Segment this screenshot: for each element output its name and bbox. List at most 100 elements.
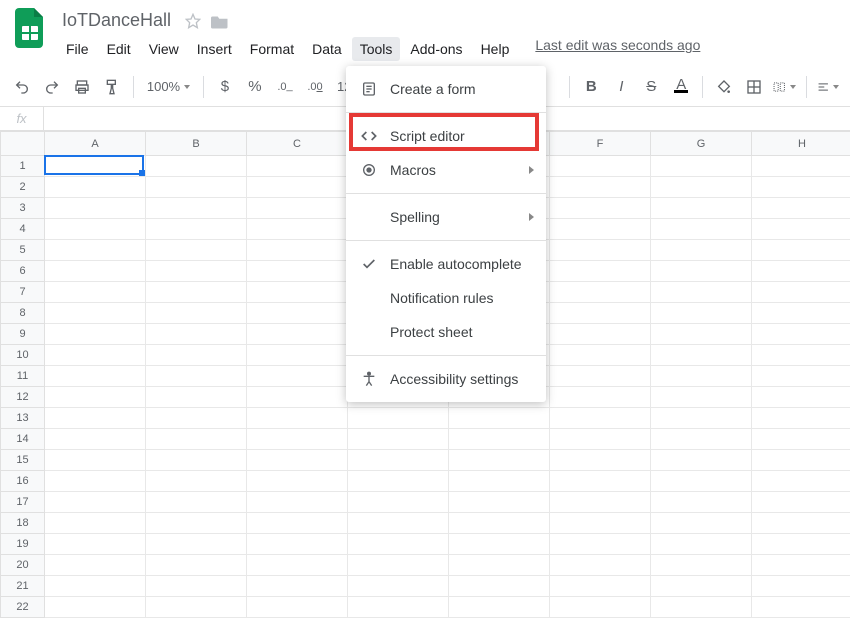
menu-file[interactable]: File xyxy=(58,37,97,61)
row-header-9[interactable]: 9 xyxy=(1,324,45,345)
cell-E22[interactable] xyxy=(449,597,550,618)
cell-C5[interactable] xyxy=(247,240,348,261)
cell-E21[interactable] xyxy=(449,576,550,597)
col-header-G[interactable]: G xyxy=(651,132,752,156)
cell-A2[interactable] xyxy=(45,177,146,198)
cell-G5[interactable] xyxy=(651,240,752,261)
cell-C7[interactable] xyxy=(247,282,348,303)
cell-G17[interactable] xyxy=(651,492,752,513)
row-header-14[interactable]: 14 xyxy=(1,429,45,450)
menu-add-ons[interactable]: Add-ons xyxy=(402,37,470,61)
undo-button[interactable] xyxy=(8,73,36,101)
row-header-3[interactable]: 3 xyxy=(1,198,45,219)
cell-G19[interactable] xyxy=(651,534,752,555)
cell-H9[interactable] xyxy=(752,324,850,345)
menu-format[interactable]: Format xyxy=(242,37,302,61)
cell-H8[interactable] xyxy=(752,303,850,324)
cell-A20[interactable] xyxy=(45,555,146,576)
italic-button[interactable]: I xyxy=(607,73,635,101)
cell-C9[interactable] xyxy=(247,324,348,345)
cell-F19[interactable] xyxy=(550,534,651,555)
cell-F7[interactable] xyxy=(550,282,651,303)
cell-B9[interactable] xyxy=(146,324,247,345)
folder-icon[interactable] xyxy=(211,13,229,29)
cell-D13[interactable] xyxy=(348,408,449,429)
cell-H3[interactable] xyxy=(752,198,850,219)
cell-B19[interactable] xyxy=(146,534,247,555)
currency-button[interactable]: $ xyxy=(211,73,239,101)
col-header-F[interactable]: F xyxy=(550,132,651,156)
cell-A8[interactable] xyxy=(45,303,146,324)
cell-C18[interactable] xyxy=(247,513,348,534)
doc-title[interactable]: IoTDanceHall xyxy=(58,8,175,33)
cell-B10[interactable] xyxy=(146,345,247,366)
row-header-5[interactable]: 5 xyxy=(1,240,45,261)
cell-F14[interactable] xyxy=(550,429,651,450)
cell-D14[interactable] xyxy=(348,429,449,450)
cell-C4[interactable] xyxy=(247,219,348,240)
cell-D20[interactable] xyxy=(348,555,449,576)
cell-G21[interactable] xyxy=(651,576,752,597)
percent-button[interactable]: % xyxy=(241,73,269,101)
redo-button[interactable] xyxy=(38,73,66,101)
cell-B22[interactable] xyxy=(146,597,247,618)
row-header-19[interactable]: 19 xyxy=(1,534,45,555)
cell-A17[interactable] xyxy=(45,492,146,513)
cell-F3[interactable] xyxy=(550,198,651,219)
row-header-7[interactable]: 7 xyxy=(1,282,45,303)
cell-B16[interactable] xyxy=(146,471,247,492)
cell-B17[interactable] xyxy=(146,492,247,513)
cell-H7[interactable] xyxy=(752,282,850,303)
borders-button[interactable] xyxy=(740,73,768,101)
row-header-21[interactable]: 21 xyxy=(1,576,45,597)
row-header-12[interactable]: 12 xyxy=(1,387,45,408)
cell-B21[interactable] xyxy=(146,576,247,597)
cell-A12[interactable] xyxy=(45,387,146,408)
cell-A7[interactable] xyxy=(45,282,146,303)
cell-D22[interactable] xyxy=(348,597,449,618)
dec-decimal-button[interactable]: .0_ xyxy=(271,73,299,101)
cell-G11[interactable] xyxy=(651,366,752,387)
text-color-button[interactable]: A xyxy=(667,73,695,101)
select-all-corner[interactable] xyxy=(1,132,45,156)
cell-F22[interactable] xyxy=(550,597,651,618)
cell-H18[interactable] xyxy=(752,513,850,534)
cell-H16[interactable] xyxy=(752,471,850,492)
cell-H6[interactable] xyxy=(752,261,850,282)
cell-A15[interactable] xyxy=(45,450,146,471)
cell-C11[interactable] xyxy=(247,366,348,387)
cell-D15[interactable] xyxy=(348,450,449,471)
menu-protect-sheet[interactable]: Protect sheet xyxy=(346,315,546,349)
cell-H4[interactable] xyxy=(752,219,850,240)
cell-C8[interactable] xyxy=(247,303,348,324)
row-header-8[interactable]: 8 xyxy=(1,303,45,324)
cell-G7[interactable] xyxy=(651,282,752,303)
cell-H13[interactable] xyxy=(752,408,850,429)
cell-F5[interactable] xyxy=(550,240,651,261)
cell-E15[interactable] xyxy=(449,450,550,471)
cell-B15[interactable] xyxy=(146,450,247,471)
cell-B1[interactable] xyxy=(146,156,247,177)
cell-E17[interactable] xyxy=(449,492,550,513)
cell-A19[interactable] xyxy=(45,534,146,555)
cell-H17[interactable] xyxy=(752,492,850,513)
menu-notification-rules[interactable]: Notification rules xyxy=(346,281,546,315)
star-icon[interactable] xyxy=(185,13,201,29)
row-header-15[interactable]: 15 xyxy=(1,450,45,471)
col-header-H[interactable]: H xyxy=(752,132,850,156)
cell-H14[interactable] xyxy=(752,429,850,450)
cell-C13[interactable] xyxy=(247,408,348,429)
cell-F13[interactable] xyxy=(550,408,651,429)
row-header-17[interactable]: 17 xyxy=(1,492,45,513)
cell-A4[interactable] xyxy=(45,219,146,240)
cell-F8[interactable] xyxy=(550,303,651,324)
cell-H12[interactable] xyxy=(752,387,850,408)
cell-C10[interactable] xyxy=(247,345,348,366)
cell-B13[interactable] xyxy=(146,408,247,429)
cell-B18[interactable] xyxy=(146,513,247,534)
cell-A10[interactable] xyxy=(45,345,146,366)
cell-F11[interactable] xyxy=(550,366,651,387)
cell-D17[interactable] xyxy=(348,492,449,513)
cell-A5[interactable] xyxy=(45,240,146,261)
cell-H21[interactable] xyxy=(752,576,850,597)
